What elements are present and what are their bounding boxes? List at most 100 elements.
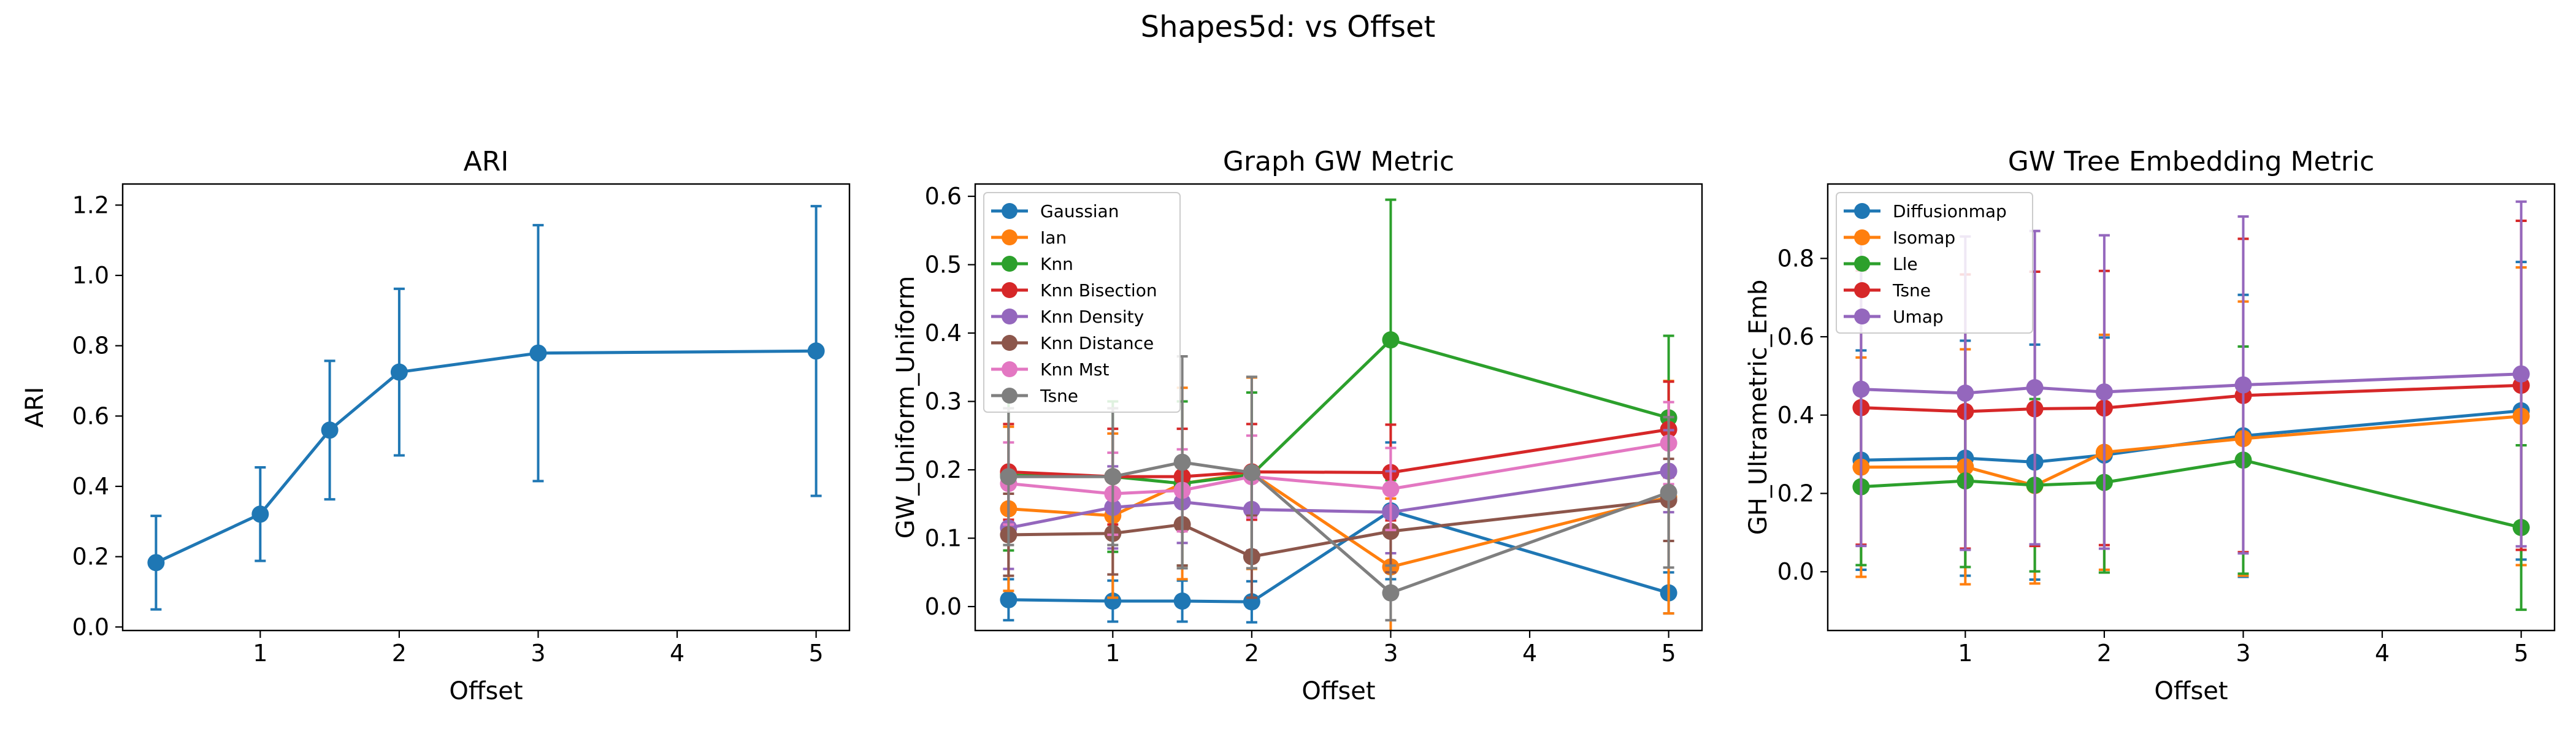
data-point — [1382, 480, 1400, 498]
y-tick-label: 0.6 — [925, 183, 962, 210]
data-point — [1000, 468, 1018, 486]
legend-marker — [1002, 309, 1018, 324]
legend-label: Ian — [1040, 228, 1067, 248]
legend-label: Lle — [1893, 254, 1918, 274]
legend-marker — [1002, 361, 1018, 377]
legend: Gaussian Ian Knn Knn Bisection Knn Density Kn… — [983, 192, 1181, 413]
subplot-title: GW Tree Embedding Metric — [2008, 146, 2375, 177]
subplot-1: ARI 1 2 3 4 5 0.0 0.2 0.4 0.6 0.8 1.0 1.2 Offset ARI — [21, 146, 851, 705]
subplot-title: Graph GW Metric — [1223, 146, 1454, 177]
series-line — [1008, 509, 1669, 604]
series-6 — [1000, 458, 1677, 599]
axes-frame — [974, 183, 1703, 632]
legend-marker — [1002, 388, 1018, 404]
y-tick-label: 0.1 — [925, 524, 962, 551]
legend-marker — [1854, 229, 1870, 245]
series-line — [155, 349, 816, 564]
series-2 — [1000, 376, 1677, 631]
axes-frame — [1827, 183, 2556, 632]
y-tick-label: 0.2 — [925, 456, 962, 483]
legend-box — [983, 192, 1181, 413]
x-tick-label: 4 — [670, 640, 684, 667]
data-point — [390, 363, 408, 381]
x-tick-label: 2 — [2097, 640, 2112, 667]
series-line — [1861, 415, 2521, 488]
legend-label: Diffusionmap — [1893, 201, 2007, 221]
plot-area — [1000, 198, 1677, 631]
legend-marker — [1002, 203, 1018, 219]
legend-marker — [1002, 282, 1018, 298]
data-point — [1173, 592, 1191, 610]
x-tick-label: 5 — [2514, 640, 2529, 667]
legend-label: Knn Density — [1040, 307, 1144, 327]
data-point — [2512, 365, 2530, 383]
x-tick-label: 1 — [253, 640, 267, 667]
y-tick-label: 0.2 — [72, 543, 109, 570]
legend-marker — [1854, 282, 1870, 298]
data-point — [1852, 380, 1870, 398]
series-line — [1861, 458, 2522, 529]
legend-label: Isomap — [1893, 228, 1955, 248]
y-tick-label: 0.8 — [1777, 245, 1814, 272]
series-line — [1861, 372, 2521, 395]
legend-label: Knn Bisection — [1040, 280, 1157, 301]
legend-label: Knn Distance — [1040, 333, 1154, 353]
legend-marker — [1854, 309, 1870, 324]
y-axis-label: ARI — [21, 387, 49, 428]
subplots: ARI 1 2 3 4 5 0.0 0.2 0.4 0.6 0.8 1.0 1.2 Offset ARI Gr… — [21, 146, 2556, 705]
y-tick-label: 0.0 — [925, 593, 962, 620]
x-tick-label: 4 — [2375, 640, 2390, 667]
series-line — [1861, 383, 2521, 413]
legend-box — [1836, 192, 2033, 334]
y-axis-label: GH_Ultrametric_Emb — [1744, 280, 1773, 535]
x-tick-label: 1 — [1958, 640, 1972, 667]
plot-area — [147, 205, 825, 611]
legend-marker — [1854, 256, 1870, 272]
series-8 — [1000, 355, 1677, 622]
legend-marker — [1002, 335, 1018, 351]
subplot-3: GW Tree Embedding Metric 1 2 3 4 5 0.0 0.2 0.4 0.… — [1744, 146, 2556, 705]
y-tick-label: 0.8 — [72, 332, 109, 359]
data-point — [1957, 385, 1974, 402]
legend-label: Knn Mst — [1040, 359, 1110, 380]
data-point — [1382, 331, 1400, 349]
legend-label: Knn — [1040, 254, 1073, 274]
data-point — [1243, 464, 1260, 481]
data-point — [2095, 383, 2113, 401]
data-point — [1660, 483, 1677, 501]
data-point — [2026, 379, 2044, 397]
data-point — [147, 554, 165, 572]
x-tick-label: 2 — [392, 640, 407, 667]
series-line — [1008, 442, 1669, 496]
x-axis-label: Offset — [2154, 677, 2228, 705]
y-tick-label: 0.0 — [72, 613, 109, 640]
legend-marker — [1002, 229, 1018, 245]
y-tick-label: 0.6 — [1777, 323, 1814, 350]
x-tick-label: 2 — [1244, 640, 1259, 667]
x-tick-label: 4 — [1522, 640, 1537, 667]
x-tick-label: 3 — [2236, 640, 2250, 667]
x-tick-label: 3 — [1383, 640, 1398, 667]
y-tick-label: 1.2 — [72, 191, 109, 218]
series-line — [1008, 469, 1669, 530]
series-3 — [1852, 345, 2530, 611]
y-tick-label: 0.2 — [1777, 480, 1814, 507]
data-point — [321, 421, 339, 439]
data-point — [1173, 453, 1191, 471]
data-point — [807, 342, 825, 360]
data-point — [529, 344, 547, 362]
x-tick-label: 3 — [531, 640, 545, 667]
legend-marker — [1854, 203, 1870, 219]
series-line — [1008, 498, 1669, 559]
x-axis-label: Offset — [449, 677, 523, 705]
data-point — [1000, 591, 1018, 608]
data-point — [1104, 468, 1122, 486]
figure-title: Shapes5d: vs Offset — [1141, 10, 1436, 44]
legend-label: Tsne — [1040, 386, 1078, 406]
y-axis-label: GW_Uniform_Uniform — [892, 276, 920, 539]
series-line — [1008, 461, 1669, 595]
data-point — [251, 505, 269, 523]
y-tick-label: 1.0 — [72, 262, 109, 289]
legend-label: Umap — [1893, 307, 1944, 327]
